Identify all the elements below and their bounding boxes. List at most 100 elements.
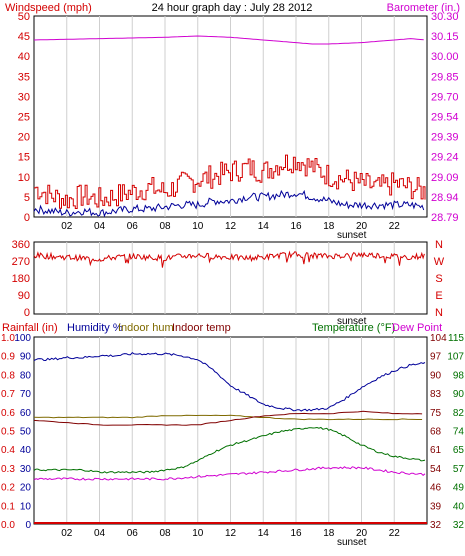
y2-tick-label: N	[435, 239, 443, 251]
rain-tick-label: 0.5	[1, 427, 15, 438]
y2-tick-label: N	[435, 307, 443, 319]
y-tick-label: 0	[24, 212, 30, 224]
y2-tick-label: 29.54	[431, 112, 459, 124]
x-tick-label: 20	[356, 221, 368, 232]
x-tick-label: 04	[94, 528, 106, 539]
x-tick-label: 06	[127, 528, 139, 539]
indoor-temp-tick-label: 61	[430, 445, 442, 456]
dewpoint-title: Dew Point	[392, 322, 442, 334]
indoor-temp-tick-label: 75	[430, 408, 442, 419]
series-line-dew-point	[33, 466, 426, 481]
humidity-tick-label: 100	[14, 333, 31, 344]
sunset-label: sunset	[337, 230, 367, 241]
indoor-temp-tick-label: 39	[430, 501, 442, 512]
indoor-temp-tick-label: 54	[430, 464, 442, 475]
y-tick-label: 180	[12, 273, 30, 285]
y-tick-label: 10	[18, 172, 30, 184]
y2-tick-label: W	[434, 256, 445, 268]
humidity-tick-label: 20	[20, 483, 32, 494]
x-tick-label: 20	[356, 528, 368, 539]
y2-tick-label: E	[435, 290, 442, 302]
temp-tick-label: 74	[453, 427, 465, 438]
indoor-hum-title: Indoor hum	[118, 322, 174, 334]
temp-tick-label: 57	[453, 464, 465, 475]
rain-tick-label: 0.4	[1, 445, 15, 456]
x-tick-label: 08	[159, 528, 171, 539]
humidity-tick-label: 80	[20, 370, 32, 381]
sunset-label: sunset	[337, 537, 367, 548]
humidity-tick-label: 90	[20, 352, 32, 363]
x-tick-label: 04	[94, 221, 106, 232]
y-tick-label: 270	[12, 256, 30, 268]
humidity-tick-label: 10	[20, 501, 32, 512]
indoor-temp-tick-label: 104	[430, 333, 447, 344]
y2-tick-label: 30.00	[431, 51, 459, 63]
temp-tick-label: 107	[447, 352, 464, 363]
rain-tick-label: 1.0	[1, 333, 15, 344]
rain-tick-label: 0.6	[1, 408, 15, 419]
y-tick-label: 30	[18, 91, 30, 103]
y-tick-label: 35	[18, 71, 30, 83]
series-line-indoor-hum	[33, 414, 423, 421]
y-tick-label: 90	[18, 290, 30, 302]
y2-tick-label: 28.94	[431, 192, 459, 204]
y-tick-label: 25	[18, 112, 30, 124]
indoor-temp-tick-label: 32	[430, 520, 442, 531]
x-tick-label: 06	[127, 221, 139, 232]
y-tick-label: 0	[24, 307, 30, 319]
rain-tick-label: 0.1	[1, 501, 15, 512]
rain-tick-label: 0.0	[1, 520, 15, 531]
series-line-indoor-temp	[33, 410, 423, 426]
indoor-temp-title: Indoor temp	[172, 322, 231, 334]
rain-tick-label: 0.2	[1, 483, 15, 494]
series-line-temperature	[33, 426, 426, 474]
humidity-tick-label: 40	[20, 445, 32, 456]
x-tick-label: 10	[192, 528, 204, 539]
y-tick-label: 50	[18, 11, 30, 23]
x-tick-label: 16	[290, 221, 302, 232]
sunset-label: sunset	[337, 316, 367, 327]
x-tick-label: 12	[225, 528, 237, 539]
barometer-axis-title: Barometer (in.)	[387, 2, 460, 14]
series-line-barometer	[33, 35, 424, 45]
y-tick-label: 45	[18, 31, 30, 43]
temp-tick-label: 115	[448, 333, 464, 344]
temp-tick-label: 32	[453, 520, 465, 531]
y2-tick-label: 29.85	[431, 71, 459, 83]
x-tick-label: 10	[192, 221, 204, 232]
y2-tick-label: S	[435, 273, 442, 285]
indoor-temp-tick-label: 90	[430, 370, 442, 381]
x-tick-label: 14	[258, 528, 270, 539]
temp-tick-label: 98	[453, 370, 465, 381]
x-tick-label: 02	[61, 221, 73, 232]
temp-tick-label: 65	[453, 445, 465, 456]
y-tick-label: 20	[18, 132, 30, 144]
x-tick-label: 12	[225, 221, 237, 232]
rain-tick-label: 0.7	[1, 389, 15, 400]
indoor-temp-tick-label: 97	[430, 352, 442, 363]
humidity-tick-label: 60	[20, 408, 32, 419]
series-line-avg-wind	[33, 189, 425, 218]
y2-tick-label: 30.15	[431, 31, 459, 43]
y-tick-label: 15	[18, 152, 30, 164]
y2-tick-label: 29.09	[431, 172, 459, 184]
series-line-windspeed	[34, 154, 426, 209]
x-tick-label: 02	[61, 528, 73, 539]
x-tick-label: 18	[323, 221, 335, 232]
x-tick-label: 14	[258, 221, 270, 232]
indoor-temp-tick-label: 46	[430, 483, 442, 494]
humidity-tick-label: 50	[20, 427, 32, 438]
y-tick-label: 5	[24, 192, 30, 204]
rain-tick-label: 0.9	[1, 352, 15, 363]
humidity-title: Humidity %	[67, 322, 123, 334]
y2-tick-label: 29.24	[431, 152, 459, 164]
chart-title: 24 hour graph day : July 28 2012	[152, 2, 313, 14]
y2-tick-label: 30.30	[431, 11, 459, 23]
x-tick-label: 16	[290, 528, 302, 539]
windspeed-axis-title: Windspeed (mph)	[5, 2, 92, 14]
temp-tick-label: 82	[453, 408, 465, 419]
rain-tick-label: 0.8	[1, 370, 15, 381]
y2-tick-label: 29.39	[431, 132, 459, 144]
